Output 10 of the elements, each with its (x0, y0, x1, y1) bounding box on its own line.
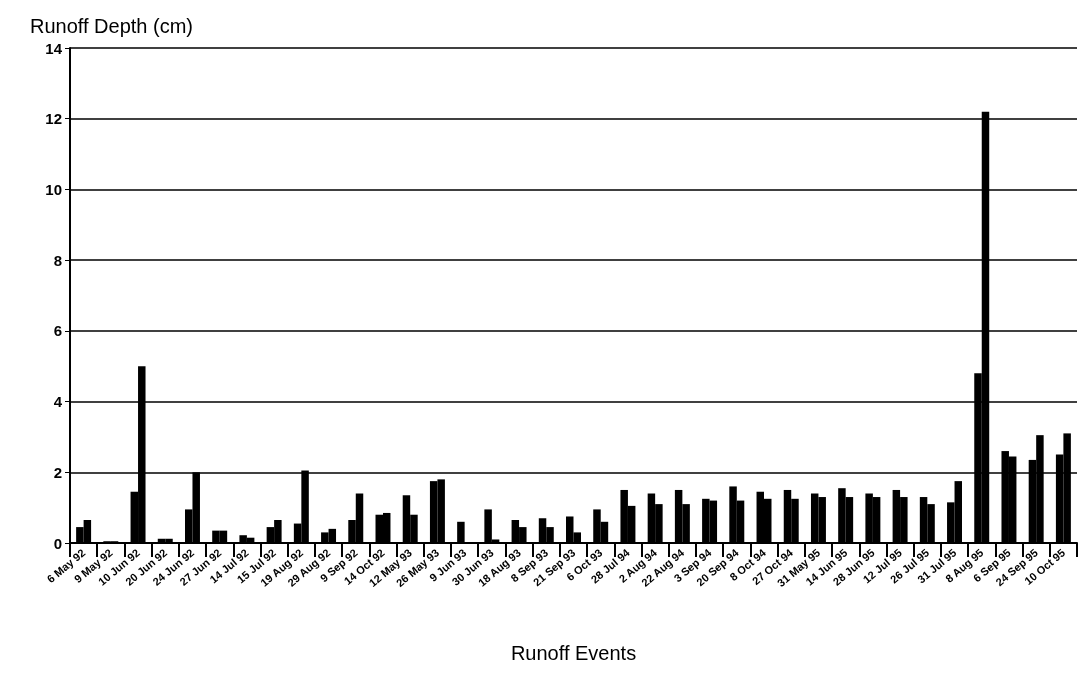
y-tick-label: 2 (53, 463, 62, 481)
y-tick-label: 14 (45, 39, 63, 57)
y-tick-label: 0 (53, 534, 62, 552)
y-axis-title: Runoff Depth (cm) (30, 15, 194, 37)
y-tick-label: 6 (53, 322, 62, 340)
y-tick-label: 4 (53, 393, 63, 411)
y-tick-label: 10 (45, 180, 62, 198)
x-axis-title: Runoff Events (510, 642, 637, 664)
y-tick-label: 8 (53, 251, 62, 269)
y-tick-label: 12 (45, 110, 62, 128)
